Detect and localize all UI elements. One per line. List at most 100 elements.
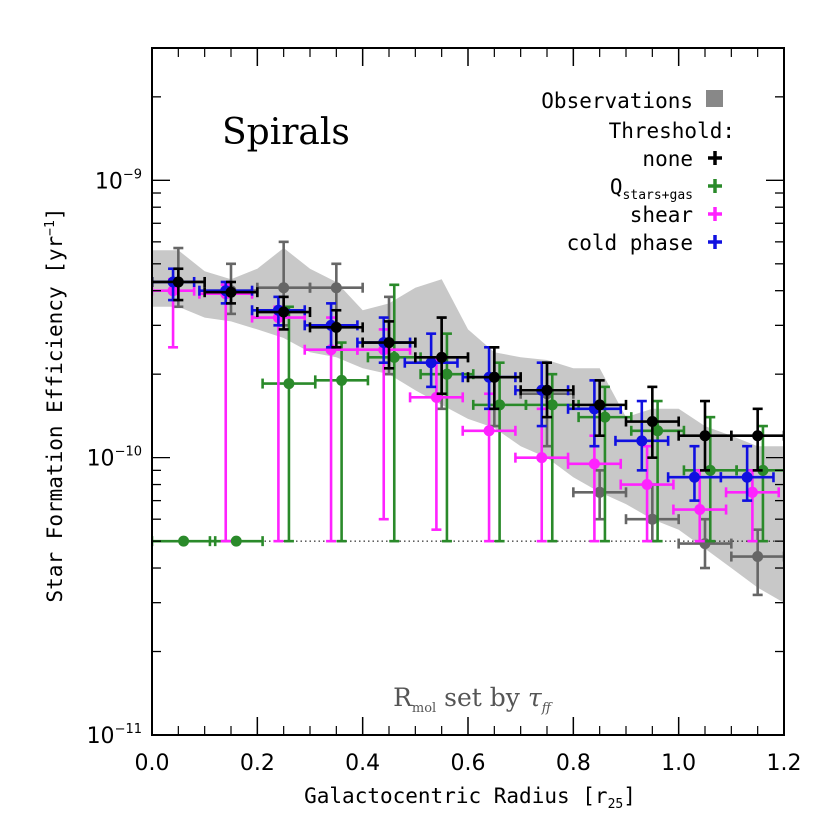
point-q-stars-gas-9	[629, 399, 686, 543]
point-shear-11	[724, 469, 781, 543]
annotation-tau-sub: ff	[541, 701, 554, 716]
x-tick-label: 0.2	[240, 751, 275, 776]
point-observations-8	[572, 469, 628, 521]
x-tick-labels: 0.0 0.2 0.4 0.6 0.8 1.0 1.2	[135, 751, 802, 776]
y-axis-title-sup: −1	[43, 220, 58, 236]
annotation-r-sub: mol	[412, 701, 436, 716]
observations-band	[152, 248, 784, 603]
marker	[488, 371, 500, 383]
marker	[694, 504, 706, 516]
point-q-stars-gas-2	[261, 305, 317, 543]
point-none-6	[466, 345, 522, 411]
marker	[330, 282, 342, 294]
legend-entry-label: shear	[630, 203, 693, 227]
y-tick-label-exp: −11	[115, 722, 142, 737]
marker	[283, 378, 295, 390]
point-q-stars-gas-5	[419, 332, 475, 543]
x-tick-label: 0.8	[556, 751, 591, 776]
marker	[436, 351, 448, 363]
legend-observations-label: Observations	[541, 89, 693, 113]
marker	[646, 513, 658, 525]
marker	[330, 321, 342, 333]
legend-entry-subscript: stars+gas	[623, 188, 693, 203]
annotation-r: R	[393, 683, 413, 712]
point-q-stars-gas-4	[366, 283, 422, 543]
point-none-1	[203, 280, 259, 305]
point-q-stars-gas-3	[313, 341, 370, 543]
x-tick-label: 1.2	[767, 751, 802, 776]
marker	[652, 425, 664, 437]
legend-entry-label: none	[642, 147, 693, 171]
marker	[688, 471, 700, 483]
legend-entry: Qstars+gas	[610, 175, 722, 203]
point-none-9	[624, 385, 680, 459]
x-tick-label: 0.6	[451, 751, 486, 776]
marker	[172, 276, 184, 288]
y-tick-label-exp: −9	[123, 167, 142, 182]
x-axis-title-sub: 25	[608, 797, 624, 812]
x-axis-title-main: Galactocentric Radius [r	[304, 784, 607, 808]
marker	[388, 351, 400, 363]
legend-entry-text: Q	[610, 175, 623, 199]
point-shear-7	[514, 407, 570, 543]
marker	[536, 452, 548, 464]
x-tick-label: 1.0	[661, 751, 696, 776]
point-q-stars-gas-1	[208, 535, 264, 547]
point-observations-11	[730, 528, 784, 597]
marker	[646, 416, 658, 428]
marker	[594, 486, 606, 498]
marker	[441, 368, 453, 380]
legend-entry-label: cold phase	[567, 231, 693, 255]
point-shear-10	[672, 469, 728, 543]
axis-ticks-layer	[151, 47, 785, 736]
legend-threshold-heading: Threshold:	[609, 119, 735, 143]
point-none-11	[730, 407, 784, 472]
point-none-7	[519, 361, 575, 419]
marker	[483, 425, 495, 437]
legend-entry-label: Qstars+gas	[610, 175, 693, 203]
legend-observations-swatch	[706, 90, 723, 107]
marker	[383, 337, 395, 349]
point-q-stars-gas-0	[152, 535, 217, 547]
y-tick-label-base: 10	[87, 447, 115, 472]
point-shear-8	[566, 434, 623, 543]
point-none-0	[152, 267, 206, 302]
y-axis-title-main: Star Formation Efficiency [yr	[43, 236, 67, 603]
marker	[588, 458, 600, 470]
point-none-2	[256, 295, 312, 331]
x-axis-title: Galactocentric Radius [r25]	[304, 784, 636, 812]
marker	[278, 306, 290, 318]
marker	[746, 486, 758, 498]
marker	[699, 430, 711, 442]
point-shear-9	[619, 444, 675, 543]
point-none-8	[572, 379, 628, 438]
marker	[752, 430, 764, 442]
marker	[599, 411, 611, 423]
legend: Observations Threshold: none Qstars+gassh…	[541, 89, 735, 255]
x-axis-title-end: ]	[623, 784, 636, 808]
marker	[425, 357, 437, 369]
y-tick-label: 10−11	[87, 722, 142, 749]
marker	[704, 464, 716, 476]
y-tick-label-base: 10	[95, 169, 123, 194]
point-shear-6	[461, 392, 517, 543]
series-none	[152, 267, 784, 472]
marker	[230, 535, 242, 547]
legend-entry: cold phase	[567, 231, 722, 255]
marker	[741, 471, 753, 483]
annotation-tau: τ	[528, 683, 543, 712]
marker	[336, 374, 348, 386]
annotation-text: Rmol set by τff	[393, 683, 554, 716]
marker	[641, 479, 653, 491]
point-none-5	[414, 316, 470, 396]
point-none-10	[677, 399, 733, 472]
marker	[546, 399, 558, 411]
marker	[636, 435, 648, 447]
y-axis-title-end: ]	[43, 208, 67, 221]
point-none-4	[361, 320, 417, 370]
y-tick-label-base: 10	[87, 724, 115, 749]
marker	[278, 282, 290, 294]
